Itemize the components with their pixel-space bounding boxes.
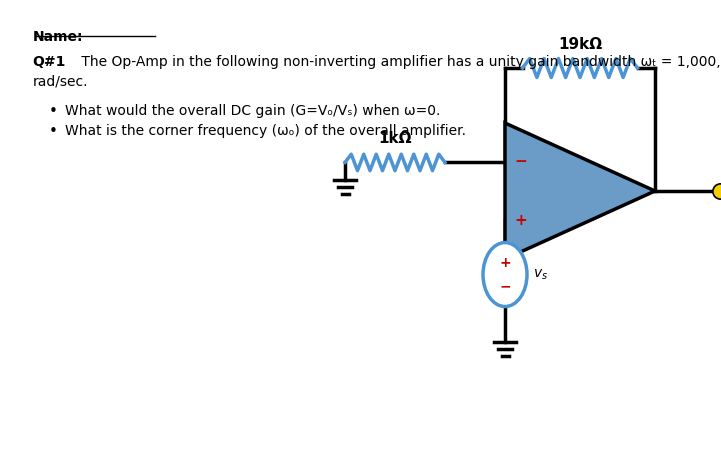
Text: What would the overall DC gain (G=Vₒ/Vₛ) when ω=0.: What would the overall DC gain (G=Vₒ/Vₛ)… xyxy=(65,104,441,118)
Text: Name:: Name: xyxy=(32,30,83,44)
Text: Q#1: Q#1 xyxy=(32,55,66,69)
Text: What is the corner frequency (ωₒ) of the overall amplifier.: What is the corner frequency (ωₒ) of the… xyxy=(65,124,466,138)
Text: −: − xyxy=(514,154,527,169)
Text: •: • xyxy=(49,104,58,119)
Text: $v_s$: $v_s$ xyxy=(533,267,548,282)
Text: +: + xyxy=(499,255,510,270)
Text: +: + xyxy=(514,213,527,228)
Ellipse shape xyxy=(483,242,527,307)
Text: −: − xyxy=(499,279,510,294)
Text: •: • xyxy=(49,124,58,140)
Text: The Op-Amp in the following non-inverting amplifier has a unity gain bandwidth ω: The Op-Amp in the following non-invertin… xyxy=(77,55,721,69)
Text: rad/sec.: rad/sec. xyxy=(32,75,88,89)
Text: 1kΩ: 1kΩ xyxy=(379,131,412,147)
Polygon shape xyxy=(505,123,655,259)
Text: 19kΩ: 19kΩ xyxy=(558,37,602,52)
